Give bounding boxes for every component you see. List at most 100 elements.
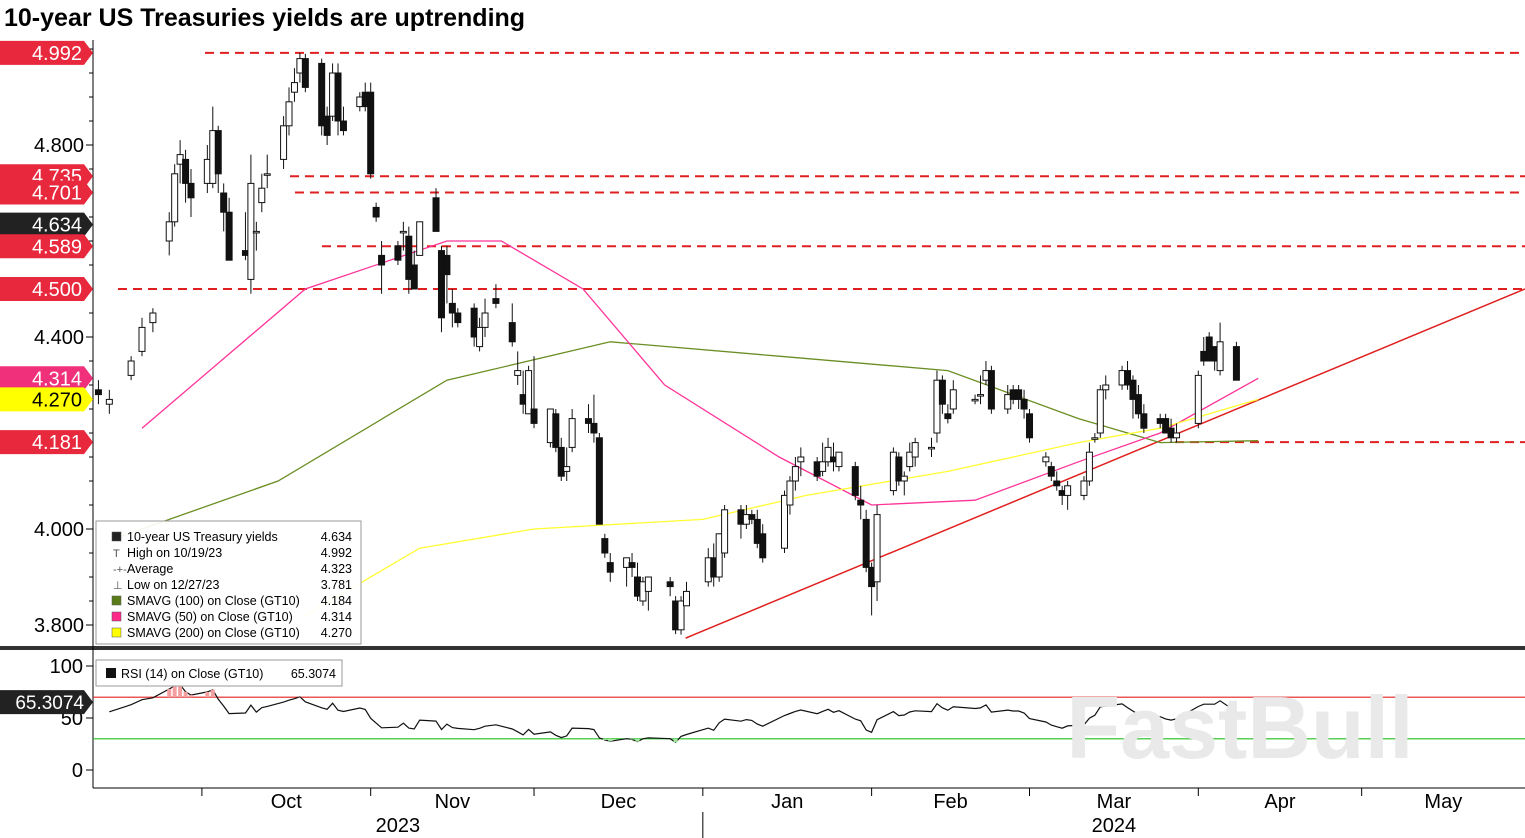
candle-body bbox=[862, 518, 870, 568]
legend-swatch bbox=[111, 531, 122, 542]
legend-label: Low on 12/27/23 bbox=[127, 578, 219, 592]
x-year-label: 2023 bbox=[376, 815, 421, 837]
candle-body bbox=[481, 312, 489, 328]
candle-body bbox=[1020, 398, 1028, 410]
candle-body bbox=[721, 509, 729, 554]
candle-body bbox=[454, 312, 462, 324]
candle-body bbox=[1026, 413, 1034, 439]
candle-body bbox=[1047, 466, 1055, 477]
legend-label: Average bbox=[127, 562, 173, 576]
candle-body bbox=[367, 91, 375, 175]
candle-body bbox=[525, 370, 533, 415]
candle-body bbox=[220, 192, 228, 213]
moving-average-line bbox=[304, 398, 1259, 616]
candle-body bbox=[1134, 394, 1142, 415]
rsi-legend-label: RSI (14) on Close (GT10) bbox=[121, 667, 263, 681]
candle-body bbox=[644, 576, 652, 592]
price-tag-label: 4.634 bbox=[32, 215, 82, 237]
price-tag: 4.181 bbox=[0, 430, 93, 455]
candle-body bbox=[171, 173, 179, 223]
legend-glyph: T bbox=[113, 548, 120, 560]
legend-value: 4.634 bbox=[321, 530, 352, 544]
x-axis: Oct Nov Dec Jan Feb Mar Apr May 2023 2024 bbox=[93, 787, 1525, 838]
legend-glyph: -+- bbox=[113, 564, 127, 576]
candle-body bbox=[715, 533, 723, 578]
candle-body bbox=[1064, 485, 1072, 496]
candle-body bbox=[1124, 370, 1132, 386]
candle-body bbox=[285, 101, 293, 127]
candle-body bbox=[1015, 389, 1023, 400]
price-tag-background bbox=[0, 366, 93, 391]
watermark: FastBull bbox=[1066, 678, 1413, 777]
candle-body bbox=[334, 72, 342, 122]
legend-value: 4.270 bbox=[321, 626, 352, 640]
candle-body bbox=[165, 221, 173, 242]
x-month-label: Mar bbox=[1097, 791, 1132, 813]
candle-body bbox=[1173, 432, 1181, 439]
candle-body bbox=[557, 446, 565, 477]
candle-body bbox=[797, 456, 805, 463]
price-tag-background bbox=[0, 387, 93, 412]
candle-body bbox=[225, 211, 233, 261]
legend-label: SMAVG (50) on Close (GT10) bbox=[127, 610, 293, 624]
price-tag-label: 4.589 bbox=[32, 236, 82, 258]
candle-body bbox=[127, 360, 135, 376]
candle-body bbox=[1194, 374, 1202, 424]
candle-body bbox=[851, 466, 859, 496]
candle-body bbox=[105, 398, 113, 405]
candle-body bbox=[94, 389, 102, 396]
candle-body bbox=[263, 173, 271, 176]
candle-body bbox=[378, 254, 386, 266]
price-tag: 4.270 bbox=[0, 387, 93, 412]
price-tag-background bbox=[0, 234, 93, 259]
price-tag-label: 4.992 bbox=[32, 43, 82, 65]
y-tick-label: 4.800 bbox=[34, 135, 84, 157]
candle-body bbox=[791, 466, 799, 482]
candle-body bbox=[187, 182, 195, 199]
price-tag-background bbox=[0, 212, 93, 237]
price-tag: 4.992 bbox=[0, 40, 93, 65]
candle-body bbox=[394, 245, 402, 261]
price-panel: 4.8004.4004.0003.8004.9924.7354.7014.634… bbox=[0, 40, 1525, 788]
candle-body bbox=[748, 514, 756, 520]
legend-label: 10-year US Treasury yields bbox=[127, 530, 278, 544]
candle-body bbox=[977, 394, 985, 397]
rsi-legend-value: 65.3074 bbox=[291, 667, 336, 681]
candle-body bbox=[677, 600, 685, 631]
candle-body bbox=[301, 58, 309, 88]
panel-divider bbox=[0, 646, 1525, 650]
legend-swatch bbox=[111, 595, 122, 606]
y-tick-label: 4.000 bbox=[34, 519, 84, 541]
candle-body bbox=[971, 398, 979, 402]
rsi-y-tick-label: 0 bbox=[72, 760, 83, 782]
legend-swatch bbox=[111, 627, 122, 638]
x-month-label: Apr bbox=[1264, 791, 1295, 813]
candle-body bbox=[819, 461, 827, 472]
candle-body bbox=[568, 418, 576, 448]
candle-body bbox=[928, 446, 936, 450]
candle-body bbox=[1216, 341, 1224, 372]
candle-body bbox=[323, 115, 331, 136]
candle-body bbox=[372, 206, 380, 218]
candle-body bbox=[759, 533, 767, 559]
rsi-y-tick-label: 100 bbox=[50, 656, 83, 678]
price-tag-background bbox=[0, 40, 93, 65]
candle-body bbox=[584, 418, 592, 424]
candle-body bbox=[476, 326, 484, 348]
candle-body bbox=[606, 562, 614, 573]
candle-body bbox=[590, 422, 598, 434]
price-tag: 4.314 bbox=[0, 366, 93, 391]
legend-value: 4.323 bbox=[321, 562, 352, 576]
x-month-label: Jan bbox=[771, 791, 803, 813]
candle-body bbox=[628, 562, 636, 568]
candle-body bbox=[1096, 389, 1104, 434]
candle-body bbox=[410, 264, 418, 290]
x-year-label: 2024 bbox=[1092, 815, 1137, 837]
legend-swatch bbox=[111, 611, 122, 622]
rsi-legend-box bbox=[95, 659, 343, 687]
candle-body bbox=[1091, 437, 1099, 440]
legend-label: SMAVG (100) on Close (GT10) bbox=[127, 594, 300, 608]
candle-body bbox=[1162, 418, 1170, 434]
candle-body bbox=[443, 254, 451, 276]
